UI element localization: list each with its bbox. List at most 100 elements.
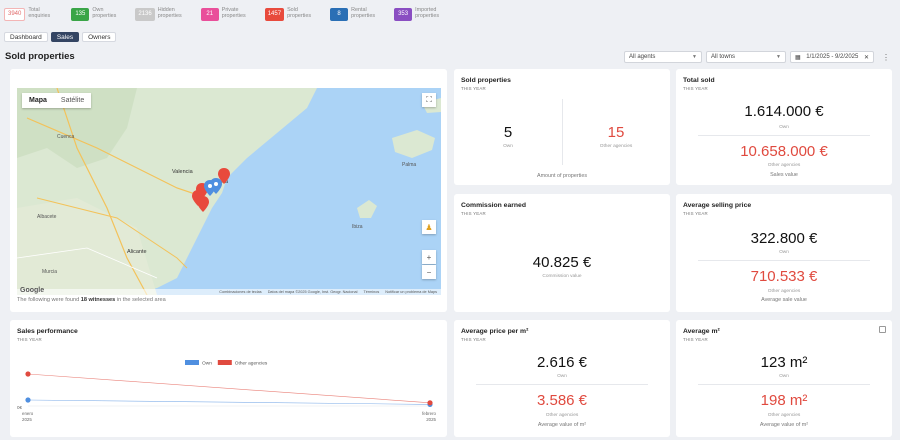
sales-performance-card: Sales performance THIS YEAR 0€ Own Other a… — [10, 320, 447, 437]
total-sold-card: Total sold THIS YEAR 1.614.000 € Own 10.… — [676, 69, 892, 185]
google-logo: Google — [20, 287, 45, 294]
map-note: The following were found 18 witnesses in… — [17, 297, 166, 303]
commission-label: Commission value — [542, 274, 582, 279]
stat-badge: 353 — [394, 7, 413, 21]
tab-owners[interactable]: Owners — [82, 32, 117, 42]
stat-item[interactable]: 2136 Hidden properties — [135, 6, 191, 22]
map-markers — [192, 168, 230, 212]
own-value: 2.616 € — [536, 354, 588, 371]
pegman-icon[interactable]: ♟ — [422, 220, 436, 234]
stat-item[interactable]: 353 Imported properties — [394, 6, 449, 22]
card-title: Commission earned — [461, 202, 526, 209]
card-footer: Amount of properties — [536, 173, 588, 179]
avg-price-m2-card: Average price per m² THIS YEAR 2.616 € O… — [454, 320, 670, 437]
other-value: 15 — [607, 124, 625, 141]
card-title: Average selling price — [683, 202, 752, 209]
date-range-picker[interactable]: ▦ 1/1/2025 - 9/2/2025 ✕ — [790, 51, 874, 63]
map-footer-report[interactable]: Notificar un problema de Maps — [385, 290, 437, 294]
zoom-in-button[interactable]: + — [422, 250, 436, 264]
x-tick-label: 2025 — [426, 417, 436, 422]
own-label: Own — [557, 374, 567, 379]
stat-badge: 135 — [71, 7, 90, 21]
card-period: THIS YEAR — [461, 86, 486, 91]
legend-label: Own — [202, 361, 212, 367]
place-albacete: Albacete — [37, 214, 57, 220]
page-title: Sold properties — [5, 51, 75, 62]
card-title: Average price per m² — [461, 328, 529, 335]
stat-item[interactable]: 3940 Total enquiries — [4, 6, 62, 22]
series-line — [27, 373, 431, 404]
card-footer: Average value of m² — [759, 422, 809, 428]
place-ibiza: Ibiza — [352, 224, 363, 230]
stat-label: Total enquiries — [28, 7, 51, 19]
stat-item[interactable]: 8 Rental properties — [330, 6, 385, 22]
stat-label: Hidden properties — [157, 7, 182, 19]
other-value: 3.586 € — [536, 392, 588, 409]
place-valencia: Valencia — [172, 169, 194, 175]
map-toggle-map[interactable]: Mapa — [29, 97, 47, 104]
sold-properties-card: Sold properties THIS YEAR 5 Own 15 Other… — [454, 69, 670, 185]
divider — [562, 99, 563, 165]
stat-item[interactable]: 21 Private properties — [200, 6, 256, 22]
divider — [697, 260, 871, 261]
divider — [475, 384, 649, 385]
own-value: 123 m² — [760, 354, 808, 371]
stat-item[interactable]: 135 Own properties — [71, 6, 126, 22]
zoom-out-button[interactable]: − — [422, 265, 436, 279]
own-value: 5 — [503, 124, 513, 141]
stat-badge: 3940 — [4, 7, 26, 21]
card-title: Total sold — [683, 77, 715, 84]
stat-badge: 21 — [200, 7, 219, 21]
map-footer-data: Datos del mapa ©2025 Google, Inst. Geogr… — [267, 290, 358, 294]
stat-badge: 1457 — [264, 7, 285, 21]
data-point — [427, 400, 433, 406]
commission-card: Commission earned THIS YEAR 40.825 € Com… — [454, 194, 670, 312]
card-title: Average m² — [683, 328, 720, 335]
towns-select[interactable]: All towns ▼ — [706, 51, 786, 63]
map-footer: Combinaciones de teclas Datos del mapa ©… — [17, 289, 441, 295]
fullscreen-icon[interactable]: ⛶ — [422, 93, 436, 107]
own-label: Own — [779, 125, 789, 130]
map-footer-shortcuts[interactable]: Combinaciones de teclas — [219, 290, 262, 294]
more-options-icon[interactable]: ⋮ — [882, 52, 890, 62]
clear-icon[interactable]: ✕ — [863, 54, 869, 61]
stat-item[interactable]: 1457 Sold properties — [264, 6, 321, 22]
other-label: Other agencies — [767, 289, 801, 294]
map-card: Cuenca Valencia Alicante Ibiza Palma Den… — [10, 69, 447, 312]
tab-sales[interactable]: Sales — [50, 32, 80, 42]
tab-dashboard[interactable]: Dashboard — [4, 32, 48, 42]
series-line — [27, 399, 431, 405]
avg-price-card: Average selling price THIS YEAR 322.800 … — [676, 194, 892, 312]
stat-badge: 2136 — [135, 7, 155, 21]
map-footer-terms[interactable]: Términos — [363, 290, 380, 294]
own-value: 1.614.000 € — [744, 103, 824, 120]
other-label: Other agencies — [599, 144, 633, 149]
own-label: Own — [779, 374, 789, 379]
card-footer: Average sale value — [761, 297, 807, 303]
place-cuenca: Cuenca — [57, 134, 74, 140]
other-label: Other agencies — [767, 413, 801, 418]
legend-label: Other agencies — [235, 361, 268, 367]
map-toggle-satellite[interactable]: Satélite — [60, 97, 85, 104]
chevron-down-icon: ▼ — [776, 54, 781, 60]
copy-icon[interactable] — [879, 326, 886, 333]
filter-bar: All agents ▼ All towns ▼ ▦ 1/1/2025 - 9/2/… — [624, 51, 890, 63]
stat-badge: 8 — [330, 7, 349, 21]
map-graphic: Cuenca Valencia Alicante Ibiza Palma Den… — [17, 88, 441, 295]
own-label: Own — [503, 144, 513, 149]
nav-tabs: Dashboard Sales Owners — [4, 32, 117, 42]
map[interactable]: Cuenca Valencia Alicante Ibiza Palma Den… — [17, 88, 441, 295]
place-palma: Palma — [402, 162, 416, 168]
map-type-toggle: Mapa Satélite — [22, 93, 92, 108]
stat-label: Rental properties — [351, 7, 376, 19]
calendar-icon: ▦ — [795, 54, 801, 61]
stats-bar: 3940 Total enquiries 135 Own properties 2136… — [4, 6, 458, 22]
chevron-down-icon: ▼ — [692, 54, 697, 60]
data-point — [25, 397, 31, 403]
own-value: 322.800 € — [750, 230, 818, 247]
card-period: THIS YEAR — [683, 86, 708, 91]
other-value: 710.533 € — [750, 268, 818, 285]
y-tick-label: 0€ — [17, 405, 23, 410]
agents-select[interactable]: All agents ▼ — [624, 51, 702, 63]
